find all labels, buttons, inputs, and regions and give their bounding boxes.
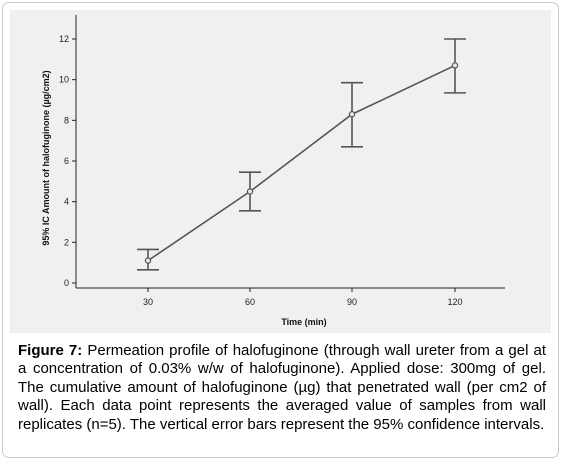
figure-caption: Figure 7: Permeation profile of halofugi… [18, 342, 546, 434]
chart-axes [75, 15, 505, 289]
x-tick-label: 30 [143, 297, 153, 307]
caption-text: Permeation profile of halofuginone (thro… [18, 342, 546, 433]
y-tick-label: 10 [59, 75, 69, 85]
chart-error-bars [137, 38, 466, 271]
y-tick-label: 12 [59, 34, 69, 44]
data-point [144, 257, 152, 264]
data-point [451, 62, 459, 69]
y-tick-label: 4 [64, 197, 69, 207]
y-axis-title: 95% IC Amount of halofuginone (µg/cm2) [41, 70, 51, 245]
plot-panel [10, 10, 551, 333]
data-point [246, 188, 254, 195]
y-tick-label: 6 [64, 156, 69, 166]
x-tick-label: 60 [245, 297, 255, 307]
x-axis-title: Time (min) [281, 317, 326, 327]
y-tick-label: 0 [64, 278, 69, 288]
caption-lead: Figure 7: [18, 342, 83, 359]
y-tick-label: 2 [64, 237, 69, 247]
data-point [348, 111, 356, 118]
y-tick-label: 8 [64, 115, 69, 125]
series-line [147, 64, 456, 262]
chart-ticks: 0 2 4 6 8 10 12 30 60 90 120 [59, 34, 463, 307]
x-tick-label: 90 [347, 297, 357, 307]
chart-series [144, 62, 459, 264]
permeation-chart: 0 2 4 6 8 10 12 30 60 90 120 Time (min) 95% IC Amo… [41, 15, 505, 327]
x-tick-label: 120 [447, 297, 462, 307]
